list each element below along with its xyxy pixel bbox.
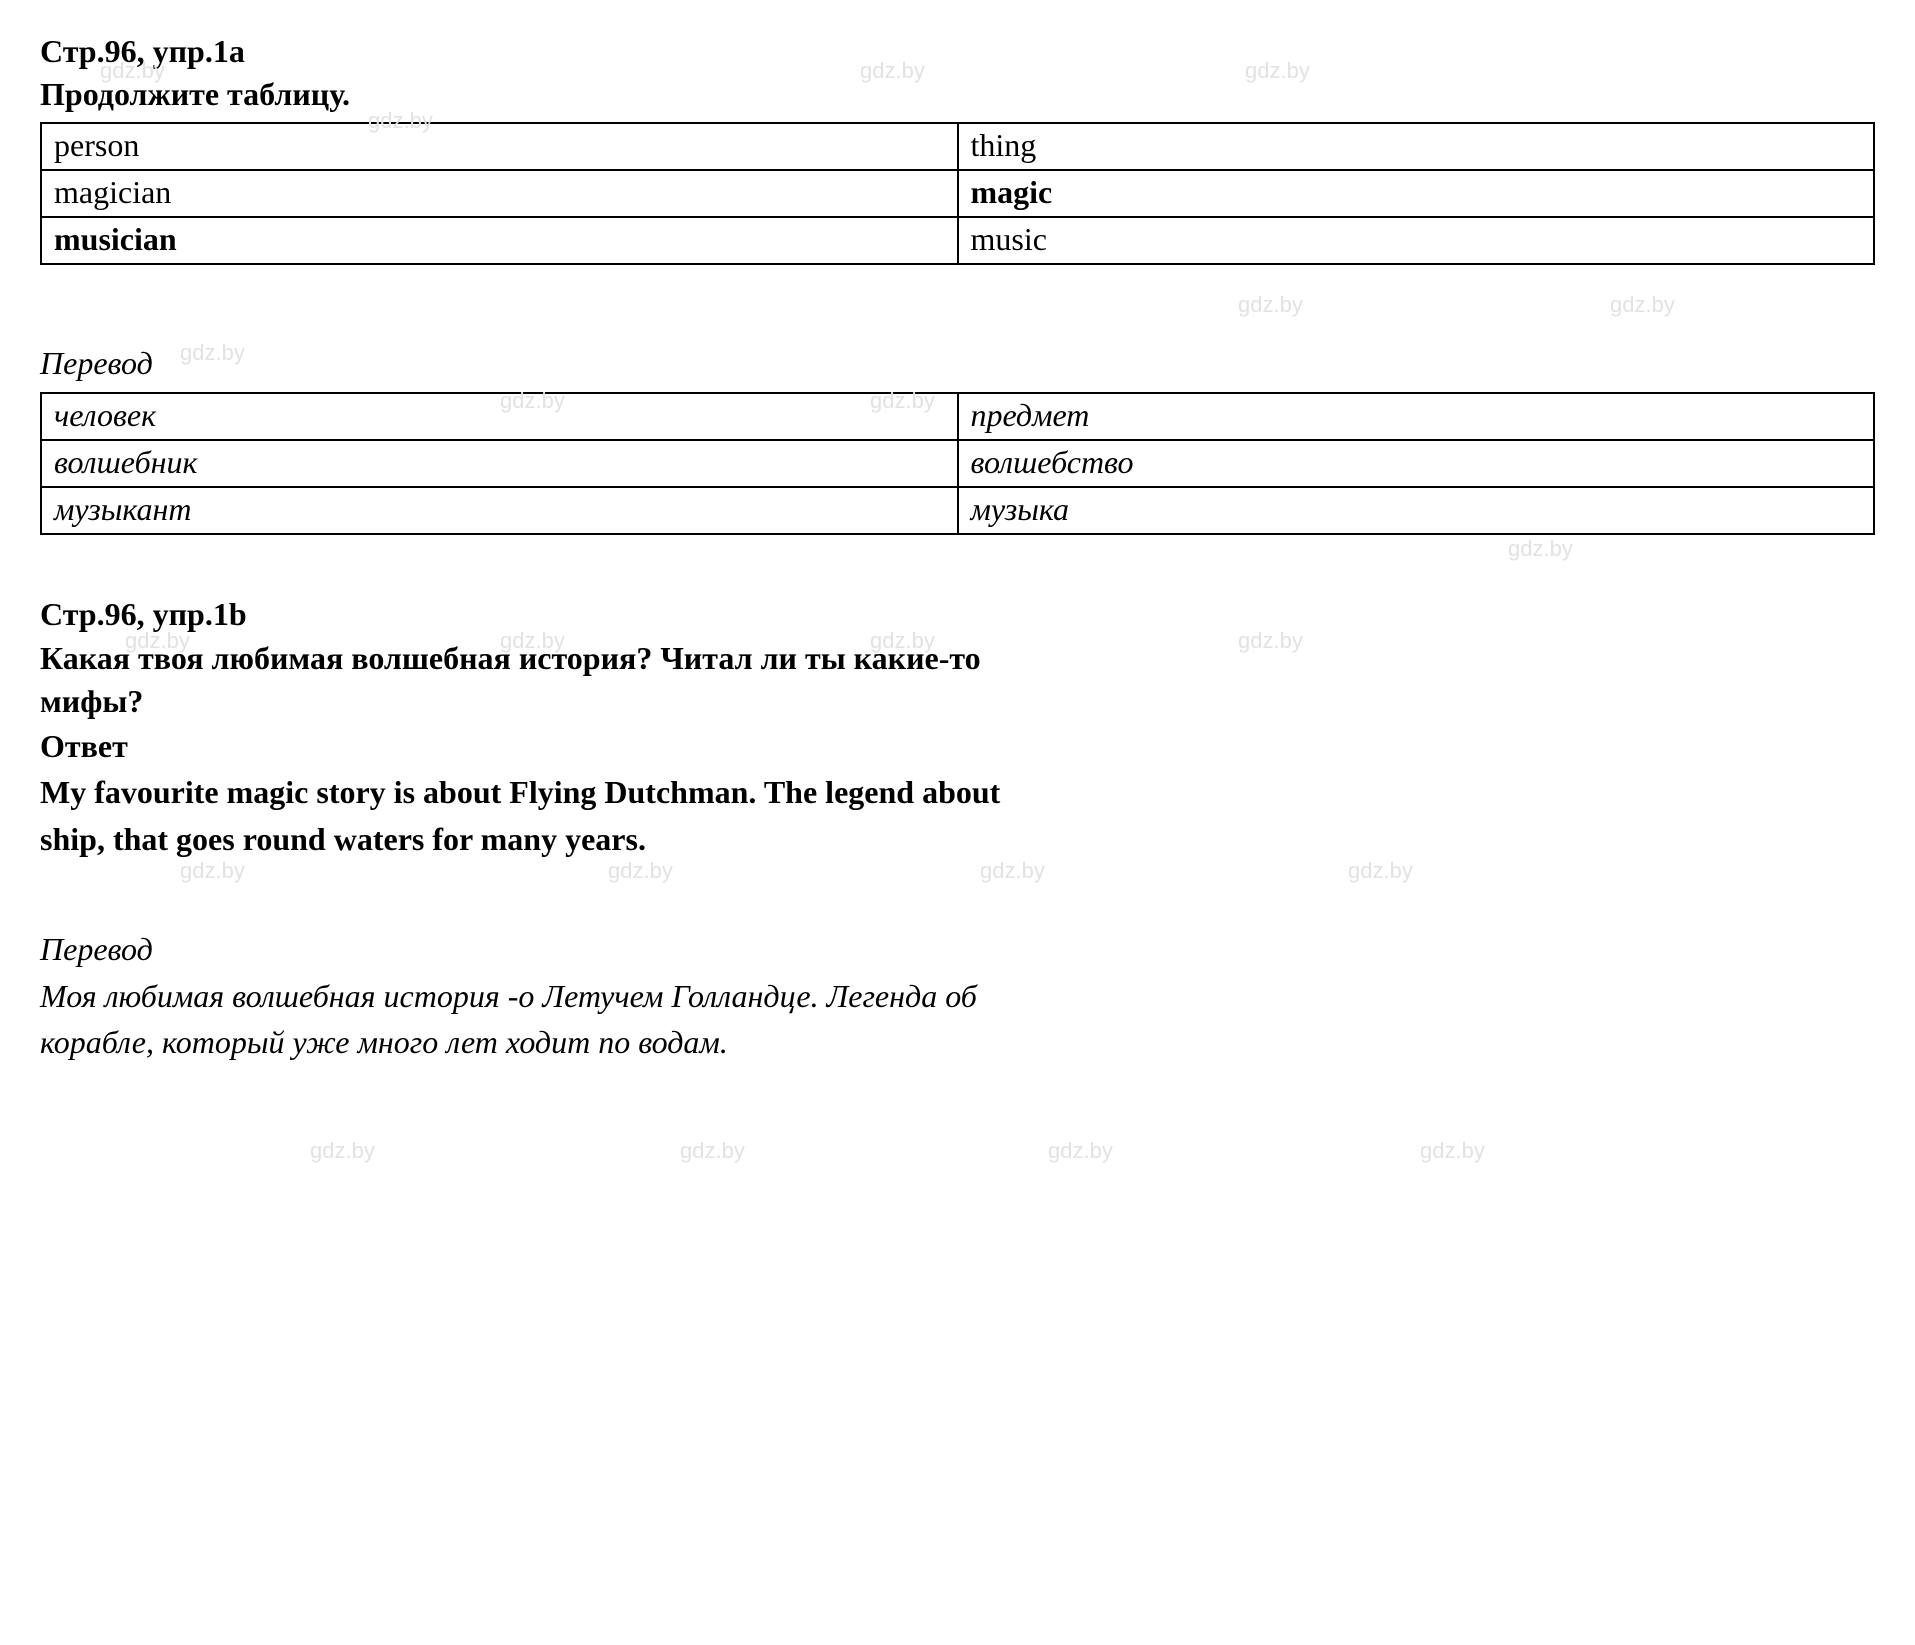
answer-text-line2: ship, that goes round waters for many ye… [40, 821, 646, 857]
table-row: музыкант музыка [41, 487, 1874, 534]
table-row: musician music [41, 217, 1874, 264]
watermark: gdz.by [1048, 1138, 1113, 1164]
table-english: person thing magician magic musician mus… [40, 122, 1875, 265]
translation-label: Перевод [40, 931, 153, 967]
answer-block: Ответ My favourite magic story is about … [40, 723, 1875, 862]
table-row: волшебник волшебство [41, 440, 1874, 487]
section2-heading-line3: мифы? [40, 683, 143, 719]
table-cell: человек [41, 393, 958, 440]
table-row: magician magic [41, 170, 1874, 217]
translation-text-line2: корабле, который уже много лет ходит по … [40, 1024, 728, 1060]
table-cell: musician [41, 217, 958, 264]
section1-heading-line2: Продолжите таблицу. [40, 76, 350, 112]
table-cell: музыкант [41, 487, 958, 534]
table-row: person thing [41, 123, 1874, 170]
watermark: gdz.by [680, 1138, 745, 1164]
answer-text-line1: My favourite magic story is about Flying… [40, 774, 1000, 810]
section2-heading-line2: Какая твоя любимая волшебная история? Чи… [40, 640, 981, 676]
section1-heading-line1: Стр.96, упр.1a [40, 33, 245, 69]
watermark: gdz.by [1420, 1138, 1485, 1164]
section2-heading: Стр.96, упр.1b Какая твоя любимая волшеб… [40, 593, 1875, 723]
table-russian: человек предмет волшебник волшебство муз… [40, 392, 1875, 535]
table-cell: thing [958, 123, 1875, 170]
translation-block: Перевод Моя любимая волшебная история -о… [40, 926, 1875, 1065]
answer-label: Ответ [40, 728, 128, 764]
table-cell: magician [41, 170, 958, 217]
table-cell: magic [958, 170, 1875, 217]
watermark: gdz.by [310, 1138, 375, 1164]
translation-text-line1: Моя любимая волшебная история -о Летучем… [40, 978, 977, 1014]
section2-heading-line1: Стр.96, упр.1b [40, 596, 247, 632]
table-cell: предмет [958, 393, 1875, 440]
table-cell: волшебник [41, 440, 958, 487]
table-cell: волшебство [958, 440, 1875, 487]
table-cell: музыка [958, 487, 1875, 534]
table-row: человек предмет [41, 393, 1874, 440]
table-cell: person [41, 123, 958, 170]
translation-label: Перевод [40, 345, 1875, 382]
table-cell: music [958, 217, 1875, 264]
section1-heading: Стр.96, упр.1a Продолжите таблицу. [40, 30, 1875, 116]
